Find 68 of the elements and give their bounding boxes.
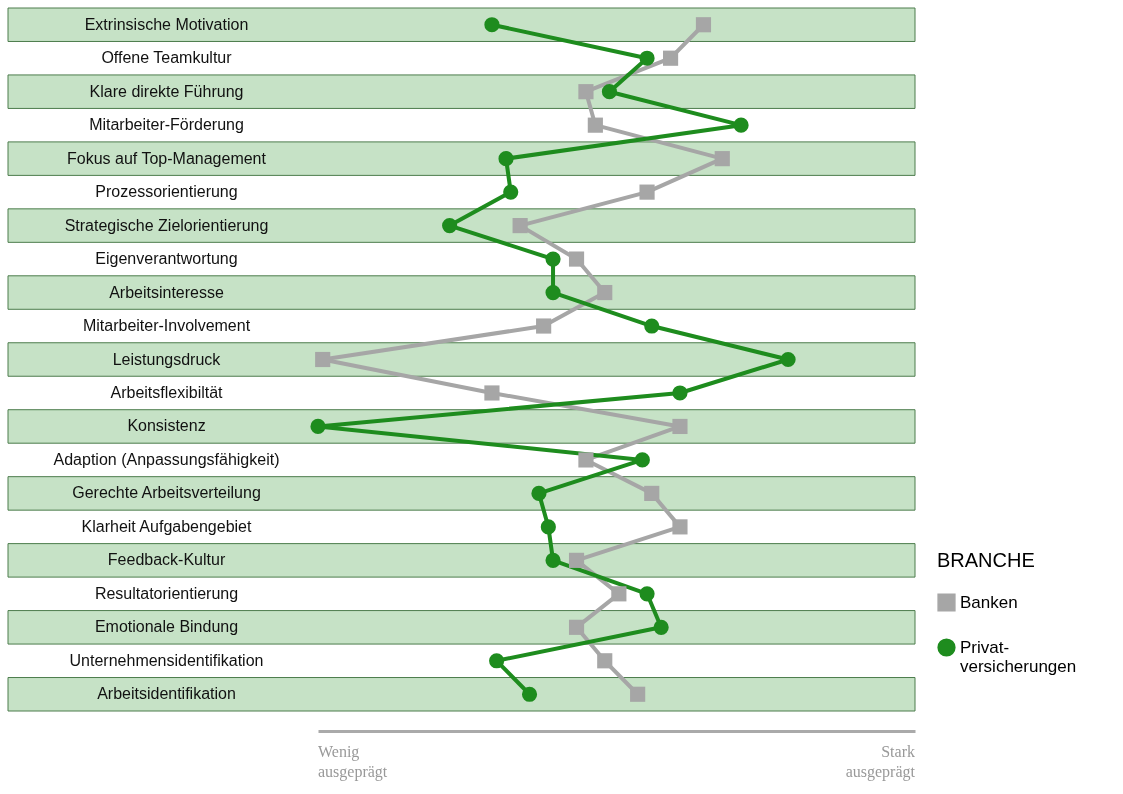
point bbox=[672, 519, 688, 535]
point bbox=[733, 117, 749, 133]
text: Stark ausgeprägt bbox=[845, 743, 916, 781]
point bbox=[498, 151, 514, 167]
legend-title: BRANCHE bbox=[937, 549, 1035, 571]
point bbox=[512, 218, 528, 234]
point bbox=[540, 519, 556, 535]
point bbox=[597, 653, 613, 669]
point bbox=[662, 50, 679, 66]
legend-label: Privat-versicherungen bbox=[960, 637, 1077, 676]
point bbox=[587, 117, 603, 133]
point bbox=[644, 485, 660, 501]
y-tick-label: Leistungsdruck bbox=[112, 350, 222, 368]
y-tick-label: Arbeitsidentifikation bbox=[97, 685, 236, 703]
y-tick-label: Fokus auf Top-Management bbox=[67, 149, 267, 167]
point bbox=[611, 586, 627, 602]
point bbox=[714, 151, 730, 167]
y-tick-label: Offene Teamkultur bbox=[101, 49, 233, 67]
point bbox=[653, 619, 669, 635]
point bbox=[489, 653, 505, 669]
point bbox=[672, 385, 688, 401]
y-tick-label: Adaption (Anpassungsfähigkeit) bbox=[53, 450, 280, 468]
y-tick-label: Unternehmensidentifikation bbox=[69, 651, 264, 669]
point bbox=[568, 552, 585, 568]
point bbox=[484, 385, 500, 401]
point bbox=[639, 184, 655, 200]
point bbox=[672, 418, 688, 435]
point bbox=[536, 318, 552, 334]
y-tick-label: Feedback-Kultur bbox=[107, 551, 226, 569]
point bbox=[315, 351, 331, 368]
y-tick-label: Extrinsische Motivation bbox=[84, 15, 249, 33]
y-tick-label: Prozessorientierung bbox=[95, 183, 238, 201]
y-tick-label: Klare direkte Führung bbox=[89, 82, 244, 100]
point bbox=[639, 586, 655, 602]
point bbox=[484, 17, 500, 33]
point bbox=[578, 84, 594, 100]
y-tick-label: Klarheit Aufgabengebiet bbox=[81, 517, 253, 535]
text: Wenig ausgeprägt bbox=[318, 743, 388, 781]
point bbox=[545, 251, 561, 267]
y-tick-label: Mitarbeiter-Involvement bbox=[82, 317, 251, 335]
y-tick-label: Mitarbeiter-Förderung bbox=[89, 116, 244, 134]
point bbox=[644, 318, 660, 334]
point bbox=[568, 619, 585, 635]
y-tick-label: Emotionale Bindung bbox=[94, 618, 239, 636]
point bbox=[503, 184, 519, 200]
point bbox=[531, 485, 547, 501]
y-tick-label: Arbeitsinteresse bbox=[109, 283, 224, 301]
y-tick-label: Eigenverantwortung bbox=[95, 250, 238, 268]
y-tick-label: Gerechte Arbeitsverteilung bbox=[72, 484, 261, 502]
point bbox=[545, 552, 561, 568]
point bbox=[597, 284, 613, 301]
y-tick-label: Konsistenz bbox=[127, 417, 206, 435]
y-tick-label: Arbeitsflexibiltät bbox=[110, 383, 224, 401]
legend-label: Banken bbox=[960, 592, 1018, 612]
point bbox=[568, 251, 585, 267]
point bbox=[780, 351, 796, 368]
point bbox=[601, 84, 618, 100]
point bbox=[521, 686, 538, 702]
point bbox=[578, 452, 594, 468]
y-tick-label: Strategische Zielorientierung bbox=[64, 216, 269, 234]
point bbox=[630, 686, 646, 702]
point bbox=[639, 50, 655, 66]
point bbox=[545, 284, 561, 301]
point bbox=[634, 452, 650, 468]
point bbox=[310, 418, 326, 435]
point bbox=[695, 17, 712, 33]
y-tick-label: Resultatorientierung bbox=[94, 584, 239, 602]
point bbox=[442, 218, 458, 234]
